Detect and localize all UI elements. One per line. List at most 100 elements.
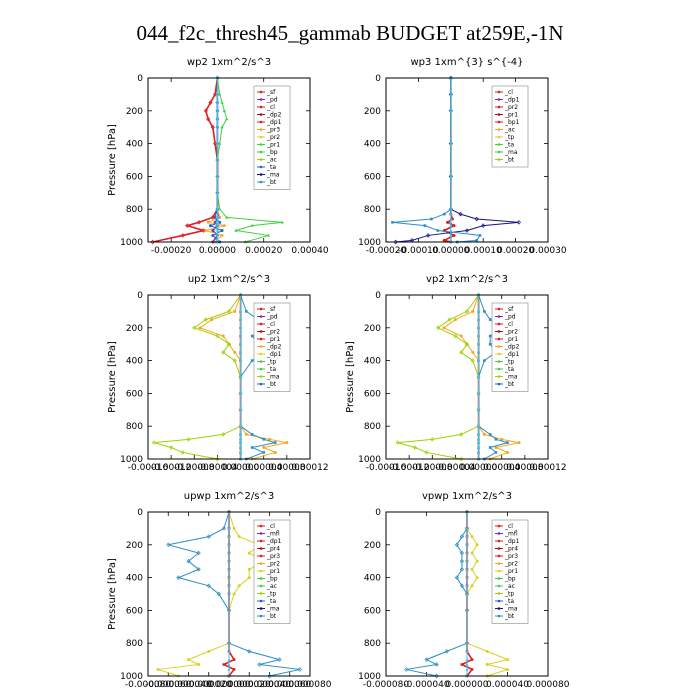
data-point [477,310,480,313]
data-point [495,451,498,454]
data-point [461,663,464,666]
legend-marker [260,375,263,378]
panel-title: vpwp 1xm^2/s^3 [422,491,512,502]
y-tick-label: 400 [126,140,143,150]
legend-label: _ma [504,606,518,613]
legend-label: _dp2 [266,344,282,351]
panel-2: wp3 1xm^{3} s^{-4}02004006008001000-0.00… [358,57,567,256]
legend-label: _bt [504,613,515,620]
legend-marker [260,592,263,595]
legend-label: _dp1 [266,119,282,126]
legend-marker [498,143,501,146]
data-point [449,229,452,232]
x-tick-label: -0.000080 [363,680,409,690]
budget-figure: 044_f2c_thresh45_gammab BUDGET at259E,-1… [0,0,700,700]
legend-marker [498,158,501,161]
legend-marker [498,353,501,356]
legend-marker [498,555,501,558]
legend-marker [260,525,263,528]
legend-marker [498,615,501,618]
legend-marker [260,308,263,311]
legend-label: _bt [504,157,515,164]
data-point [437,229,440,232]
data-point [446,221,449,224]
legend-label: _bp [504,576,516,583]
y-tick-label: 600 [126,606,143,616]
legend-label: _pr4 [266,546,280,553]
legend-marker [498,315,501,318]
legend-marker [260,121,263,124]
data-point [489,318,492,321]
legend-label: _pr3 [504,553,518,560]
legend-marker [498,151,501,154]
legend-marker [260,585,263,588]
legend-label: _dp2 [266,112,282,119]
panel-5: upwp 1xm^2/s^302004006008001000-0.000080… [107,491,332,690]
legend-marker [498,600,501,603]
legend-label: _pr1 [504,336,518,343]
legend-marker [498,136,501,139]
data-point [233,668,236,671]
panel-4: vp2 1xm^2/s^302004006008001000-0.00016-0… [345,274,567,473]
legend-marker [260,128,263,131]
legend-label: _pr1 [504,112,518,119]
x-tick-label: 0.000080 [289,680,332,690]
y-tick-label: 200 [364,324,381,334]
x-tick-label: 0.000080 [527,680,570,690]
legend-label: _tp [504,591,514,598]
data-point [471,310,474,313]
data-point [225,117,228,120]
data-point [477,433,480,436]
data-point [489,446,492,449]
legend-marker [498,383,501,386]
x-tick-label: 0.00040 [291,246,328,256]
data-point [210,318,213,321]
series-line-pr1 [154,295,241,459]
data-point [454,318,457,321]
data-point [239,438,242,441]
legend-marker [260,98,263,101]
legend-label: _pd [504,314,516,321]
data-point [506,441,509,444]
legend-marker [260,615,263,618]
y-tick-label: 400 [126,574,143,584]
series-line-dp1 [153,78,218,242]
data-point [479,234,482,237]
data-point [199,326,202,329]
data-point [489,335,492,338]
legend-label: _pd [266,314,278,321]
data-point [443,239,446,242]
data-point [239,343,242,346]
data-point [157,668,160,671]
legend-label: _ta [266,366,276,373]
x-tick-label: 0.00020 [245,246,282,256]
data-point [251,359,254,362]
legend-label: _bp1 [504,119,520,126]
data-point [233,527,236,530]
data-point [471,584,474,587]
legend-marker [260,547,263,550]
data-point [211,234,214,237]
legend-label: _mfl [504,531,518,538]
y-tick-label: 0 [137,74,143,84]
panel-title: wp2 1xm^2/s^3 [187,57,271,68]
data-point [245,310,248,313]
legend-label: _cl [266,523,275,530]
legend-label: _bt [266,381,277,388]
data-point [471,535,474,538]
legend-label: _bp [266,149,278,156]
legend-label: _ta [504,598,514,605]
y-tick-label: 600 [126,389,143,399]
legend-marker [498,540,501,543]
data-point [238,535,241,538]
y-tick-label: 400 [364,357,381,367]
data-point [207,650,210,653]
x-tick-label: 0.00012 [529,463,566,473]
series-line-ta [392,78,479,242]
data-point [477,441,480,444]
panel-3: up2 1xm^2/s^302004006008001000-0.00016-0… [107,274,329,473]
data-point [506,668,509,671]
legend-label: _pr1 [266,336,280,343]
data-point [233,658,236,661]
legend-marker [260,345,263,348]
